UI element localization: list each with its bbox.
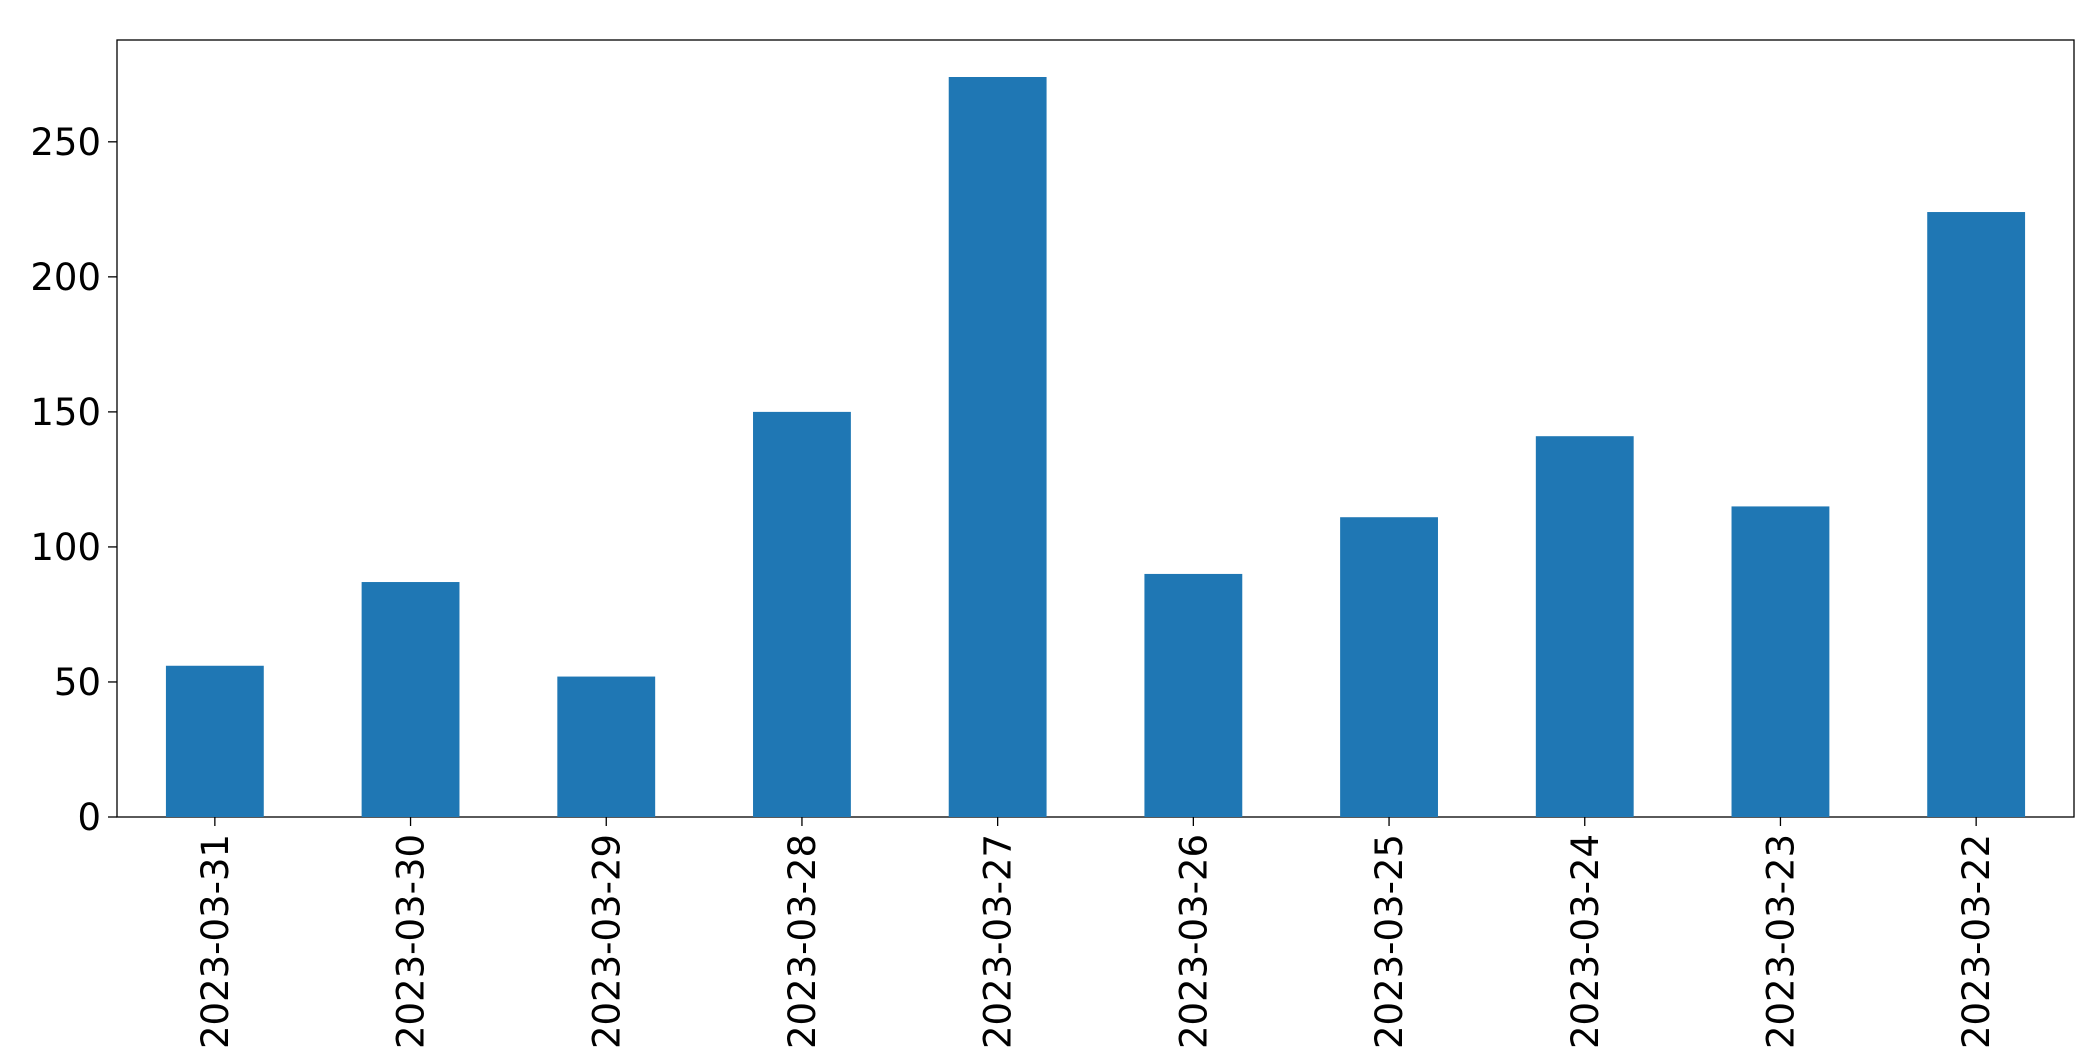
bar [165, 665, 264, 817]
bar [1340, 517, 1438, 817]
x-tick-label: 2023-03-30 [390, 834, 433, 1049]
y-tick-label: 0 [77, 796, 101, 839]
x-tick-label: 2023-03-29 [585, 834, 628, 1049]
x-tick-label: 2023-03-31 [194, 834, 237, 1049]
plot-frame [116, 39, 2075, 818]
y-tick-label: 250 [30, 121, 101, 164]
x-tick-label: 2023-03-27 [977, 834, 1020, 1049]
x-tick-label: 2023-03-28 [781, 834, 824, 1049]
x-tick-label: 2023-03-23 [1759, 834, 1802, 1049]
bar [361, 582, 460, 817]
x-tick-label: 2023-03-26 [1172, 834, 1215, 1049]
bar [1144, 573, 1243, 817]
bar [1927, 212, 2026, 817]
y-tick-label: 100 [30, 526, 101, 569]
y-tick-label: 200 [30, 256, 101, 299]
bar [753, 411, 851, 817]
x-tick-label: 2023-03-25 [1368, 834, 1411, 1049]
bar [557, 676, 656, 817]
bar [948, 77, 1047, 817]
bar [1731, 506, 1830, 817]
y-tick-label: 150 [30, 391, 101, 434]
x-tick-label: 2023-03-24 [1564, 834, 1607, 1049]
x-tick-label: 2023-03-22 [1955, 834, 1998, 1049]
y-tick-label: 50 [54, 661, 101, 704]
bar [1535, 436, 1634, 817]
